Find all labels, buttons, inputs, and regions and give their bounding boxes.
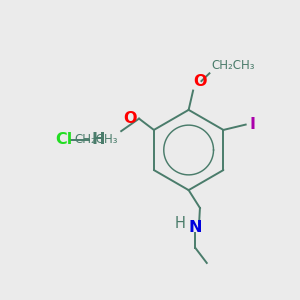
- Text: I: I: [249, 117, 255, 132]
- Text: H: H: [91, 132, 105, 147]
- Text: H: H: [175, 216, 186, 231]
- Text: O: O: [194, 74, 207, 89]
- Text: O: O: [123, 110, 137, 125]
- Text: N: N: [189, 220, 202, 235]
- Text: CH₂CH₃: CH₂CH₃: [75, 133, 118, 146]
- Text: CH₂CH₃: CH₂CH₃: [212, 59, 255, 72]
- Text: Cl: Cl: [55, 132, 72, 147]
